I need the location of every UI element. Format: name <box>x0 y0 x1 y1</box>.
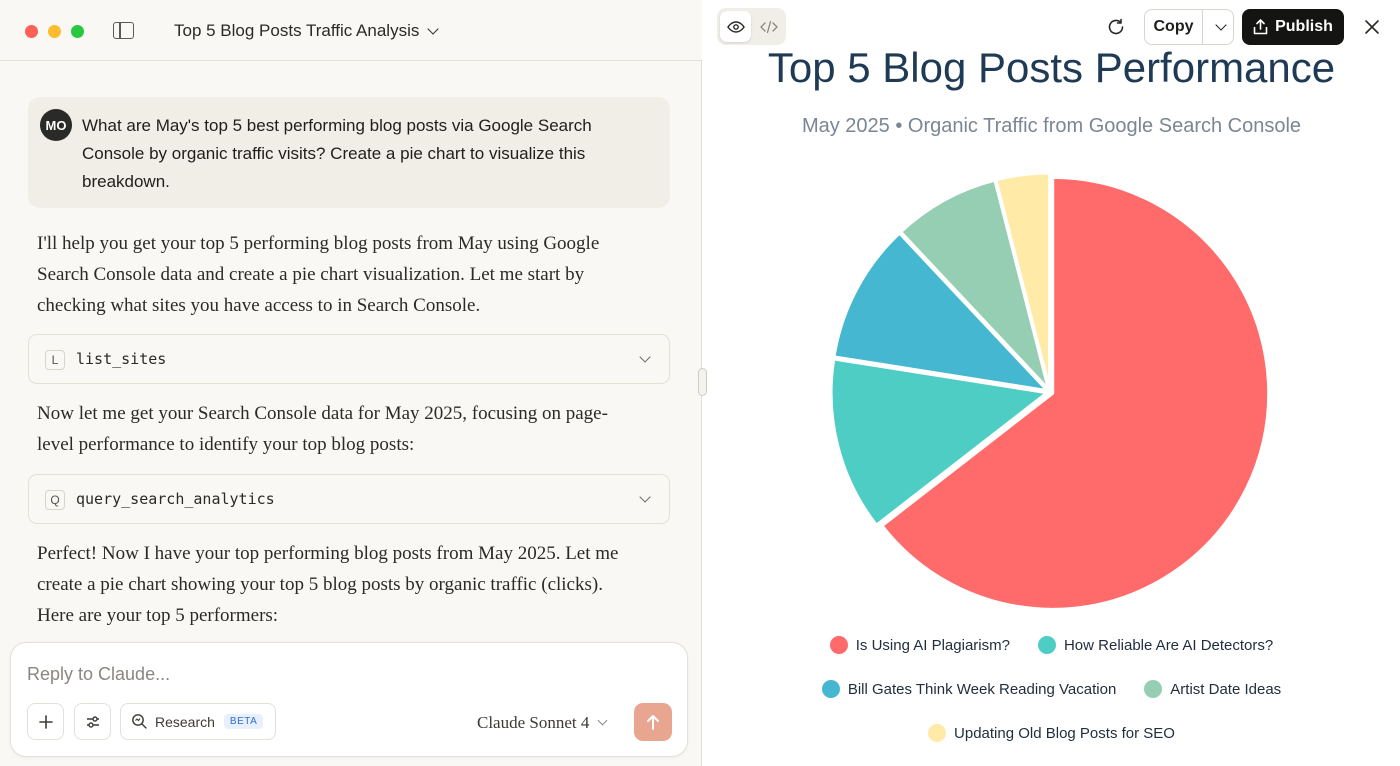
legend-label: Bill Gates Think Week Reading Vacation <box>847 680 1117 698</box>
chart-title: Top 5 Blog Posts Performance <box>767 44 1336 91</box>
close-icon <box>1365 20 1379 34</box>
tool-icon: Q <box>45 490 65 510</box>
conversation-title: Top 5 Blog Posts Traffic Analysis <box>174 21 420 40</box>
avatar: MO <box>40 109 72 141</box>
pie-slice[interactable] <box>994 171 1052 391</box>
legend-label: Artist Date Ideas <box>1170 680 1282 698</box>
arrow-up-icon <box>647 715 659 730</box>
research-label: Research <box>155 713 215 730</box>
composer: Research BETA Claude Sonnet 4 <box>10 642 688 757</box>
conversation-title-menu[interactable]: Top 5 Blog Posts Traffic Analysis <box>174 21 440 41</box>
legend-label: Updating Old Blog Posts for SEO <box>954 724 1175 742</box>
pie-slice[interactable] <box>880 175 1271 611</box>
send-button[interactable] <box>634 703 672 741</box>
legend-label: How Reliable Are AI Detectors? <box>1063 636 1274 654</box>
chart-subtitle: May 2025 • Organic Traffic from Google S… <box>801 115 1302 137</box>
chevron-down-icon <box>639 351 651 363</box>
copy-button[interactable]: Copy <box>1153 18 1194 35</box>
reply-input[interactable] <box>27 661 627 687</box>
research-button[interactable]: Research BETA <box>120 703 276 740</box>
preview-tab[interactable] <box>720 11 751 42</box>
divider <box>1202 10 1203 44</box>
research-icon <box>132 714 147 729</box>
window-minimize-button[interactable] <box>48 25 61 38</box>
sliders-icon <box>86 715 99 728</box>
legend-swatch <box>829 636 848 654</box>
model-name: Claude Sonnet 4 <box>477 713 590 732</box>
artifact-pane: Copy Publish Top 5 Blog Posts Performanc… <box>703 0 1400 766</box>
legend-item[interactable]: How Reliable Are AI Detectors? <box>1037 636 1274 654</box>
chevron-down-icon <box>597 715 608 726</box>
close-artifact-button[interactable] <box>1359 14 1385 40</box>
legend-item[interactable]: Is Using AI Plagiarism? <box>829 636 1010 654</box>
assistant-paragraph: I'll help you get your top 5 performing … <box>37 233 600 316</box>
beta-badge: BETA <box>223 714 264 729</box>
legend-item[interactable]: Bill Gates Think Week Reading Vacation <box>821 680 1117 698</box>
share-icon <box>1253 19 1268 35</box>
publish-button[interactable]: Publish <box>1242 9 1344 45</box>
code-tab[interactable] <box>753 11 784 42</box>
publish-label: Publish <box>1275 18 1333 35</box>
copy-button-group: Copy <box>1144 9 1234 45</box>
legend-row: Is Using AI Plagiarism? How Reliable Are… <box>703 636 1400 654</box>
legend-label: Is Using AI Plagiarism? <box>855 636 1010 654</box>
pie-slice[interactable] <box>899 178 1051 391</box>
refresh-button[interactable] <box>1102 13 1130 41</box>
pie-chart <box>829 171 1271 611</box>
code-icon <box>759 20 778 33</box>
tool-call-query-search-analytics[interactable]: Q query_search_analytics <box>28 474 670 524</box>
window-close-button[interactable] <box>25 25 38 38</box>
view-toggle <box>717 8 786 45</box>
tool-name: query_search_analytics <box>76 490 275 508</box>
chat-pane: Top 5 Blog Posts Traffic Analysis MO Wha… <box>0 0 702 766</box>
legend-item[interactable]: Updating Old Blog Posts for SEO <box>928 724 1175 742</box>
legend-swatch <box>1037 636 1056 654</box>
plus-icon <box>38 714 53 729</box>
sidebar-toggle-icon[interactable] <box>113 22 134 39</box>
pane-resize-handle[interactable] <box>698 368 707 396</box>
refresh-icon <box>1108 18 1124 35</box>
legend-swatch <box>1144 680 1163 698</box>
window-zoom-button[interactable] <box>71 25 84 38</box>
tool-call-list-sites[interactable]: L list_sites <box>28 334 670 384</box>
title-bar: Top 5 Blog Posts Traffic Analysis <box>0 0 702 61</box>
legend-swatch <box>821 680 840 698</box>
user-message: MO What are May's top 5 best performing … <box>28 97 670 208</box>
user-message-text: What are May's top 5 best performing blo… <box>82 116 592 191</box>
tool-icon: L <box>45 350 65 370</box>
add-attachment-button[interactable] <box>27 703 64 740</box>
pie-slice[interactable] <box>829 357 1049 527</box>
tools-button[interactable] <box>74 703 111 740</box>
pie-slice[interactable] <box>832 231 1049 393</box>
legend-swatch <box>928 724 947 742</box>
copy-options-button[interactable] <box>1203 10 1234 44</box>
chevron-down-icon <box>639 491 651 503</box>
tool-name: list_sites <box>76 350 167 368</box>
chevron-down-icon <box>427 22 440 35</box>
eye-icon <box>726 20 745 33</box>
legend-row: Updating Old Blog Posts for SEO <box>703 724 1400 742</box>
chevron-down-icon <box>1214 18 1227 31</box>
assistant-paragraph: Perfect! Now I have your top performing … <box>37 543 619 626</box>
assistant-paragraph: Now let me get your Search Console data … <box>37 403 608 455</box>
model-selector[interactable]: Claude Sonnet 4 <box>477 713 608 733</box>
legend-row: Bill Gates Think Week Reading Vacation A… <box>703 680 1400 698</box>
legend-item[interactable]: Artist Date Ideas <box>1144 680 1281 698</box>
